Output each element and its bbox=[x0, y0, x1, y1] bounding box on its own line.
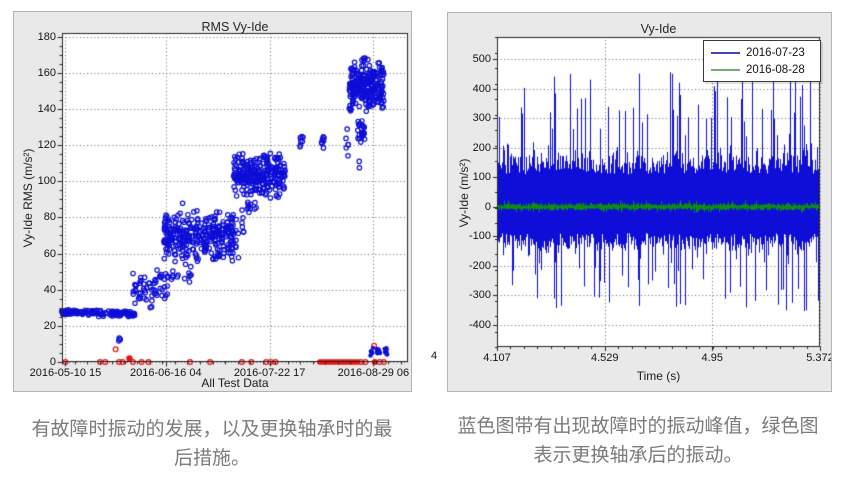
caption-left: 有故障时振动的发展，以及更换轴承时的最 后措施。 bbox=[2, 415, 422, 473]
x-tick-label: 4.95 bbox=[701, 352, 723, 364]
x-tick-label: 4.107 bbox=[483, 352, 511, 364]
rms-trend-plot-canvas bbox=[14, 12, 411, 391]
legend-label: 2016-08-28 bbox=[746, 63, 805, 76]
y-tick-label: 0 bbox=[484, 200, 491, 213]
figure-rms-trend: RMS Vy-Ide Vy-Ide RMS (m/s²) All Test Da… bbox=[13, 11, 412, 392]
figure-vibration-waveform: Vy-Ide Vy-Ide (m/s²) Time (s) 2016-07-23… bbox=[447, 12, 832, 392]
right-y-axis-label: Vy-Ide (m/s²) bbox=[457, 158, 471, 228]
caption-line: 后措施。 bbox=[173, 448, 250, 469]
y-tick-label: 180 bbox=[37, 30, 56, 43]
legend-label: 2016-07-23 bbox=[746, 46, 805, 59]
legend-line-sample-green bbox=[711, 68, 740, 71]
right-x-axis-label: Time (s) bbox=[636, 369, 681, 383]
y-tick-label: 200 bbox=[472, 141, 491, 154]
x-tick-label: 5.372 bbox=[806, 352, 832, 364]
y-tick-label: 160 bbox=[37, 66, 56, 79]
y-tick-label: 100 bbox=[472, 171, 491, 184]
x-tick-label: 2016-07-22 17 bbox=[233, 367, 306, 379]
left-x-axis-label: All Test Data bbox=[201, 376, 269, 390]
left-chart-title: RMS Vy-Ide bbox=[201, 20, 269, 34]
y-tick-label: 300 bbox=[472, 112, 491, 125]
y-tick-label: 120 bbox=[37, 139, 56, 152]
x-tick-label: 2016-06-16 04 bbox=[130, 367, 202, 379]
y-tick-label: -300 bbox=[468, 289, 491, 302]
x-tick-label-outside: 4 bbox=[431, 350, 438, 362]
y-tick-label: -100 bbox=[468, 230, 491, 243]
y-tick-label: 500 bbox=[472, 53, 491, 66]
legend-entry: 2016-07-23 bbox=[704, 44, 820, 61]
y-tick-label: 100 bbox=[37, 175, 56, 188]
y-tick-label: -200 bbox=[468, 259, 491, 272]
y-tick-label: 40 bbox=[43, 283, 56, 296]
caption-right: 蓝色图带有出现故障时的振动峰值，绿色图 表示更换轴承后的振动。 bbox=[428, 412, 848, 470]
left-y-axis-label: Vy-Ide RMS (m/s²) bbox=[21, 148, 35, 248]
legend-line-sample-blue bbox=[711, 51, 740, 54]
x-tick-label: 2016-05-10 15 bbox=[29, 367, 102, 379]
legend-box: 2016-07-23 2016-08-28 bbox=[703, 40, 821, 82]
right-chart-title: Vy-Ide bbox=[640, 22, 677, 36]
legend-entry: 2016-08-28 bbox=[704, 61, 820, 78]
y-tick-label: 0 bbox=[49, 356, 56, 368]
x-tick-label: 4.529 bbox=[590, 352, 619, 364]
x-tick-label: 2016-08-29 06 bbox=[337, 367, 410, 379]
y-tick-label: 140 bbox=[37, 102, 56, 115]
y-tick-label: 20 bbox=[43, 319, 56, 332]
y-tick-label: -400 bbox=[468, 318, 491, 331]
caption-line: 有故障时振动的发展，以及更换轴承时的最 bbox=[31, 419, 393, 440]
y-tick-label: 80 bbox=[43, 211, 56, 224]
y-tick-label: 400 bbox=[472, 82, 491, 95]
caption-line: 蓝色图带有出现故障时的振动峰值，绿色图 bbox=[457, 416, 819, 437]
y-tick-label: 60 bbox=[43, 247, 56, 260]
caption-line: 表示更换轴承后的振动。 bbox=[533, 445, 743, 466]
